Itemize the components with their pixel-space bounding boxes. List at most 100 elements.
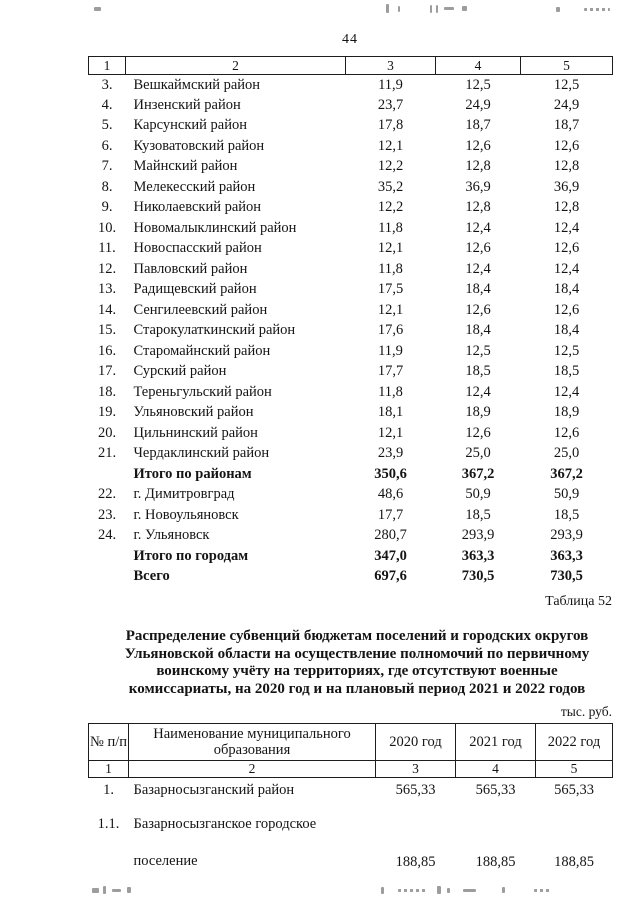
value-2021: 12,8 <box>465 158 491 175</box>
value-2020: 11,9 <box>378 342 403 359</box>
title-line: Ульяновской области на осуществление пол… <box>124 645 590 662</box>
value-2022: 18,5 <box>553 506 580 523</box>
value-2020: 11,8 <box>378 260 403 277</box>
scan-artifact <box>584 8 610 11</box>
row-name: Николаевский район <box>133 199 262 216</box>
value-2020: 17,8 <box>377 117 404 134</box>
value-2020: 347,0 <box>374 547 407 564</box>
col-header-name: Наименование муниципального образования <box>128 723 376 761</box>
table-row: 24. г. Ульяновск 280,7 293,9 293,9 <box>89 526 613 547</box>
value-2022: 50,9 <box>553 486 580 503</box>
value-2020: 17,7 <box>377 363 404 380</box>
table-row: 18. Тереньгульский район 11,8 12,4 12,4 <box>89 382 613 403</box>
table-row: 1. Базарносызганский район 565,33 565,33… <box>89 778 613 804</box>
scan-artifact <box>502 887 505 893</box>
value-2021: 12,6 <box>465 301 491 318</box>
page-content: 44 1 2 3 4 5 3. Вешкаймский район 11,9 1… <box>88 32 613 880</box>
scan-artifact <box>556 7 560 12</box>
title-line: воинскому учёту на территориях, где отсу… <box>156 663 558 679</box>
title-line: комиссариаты, на 2020 год и на плановый … <box>128 680 586 697</box>
value-2021: 293,9 <box>461 527 495 544</box>
row-name: Новомалыклинский район <box>133 219 297 236</box>
value-2022: 730,5 <box>550 568 583 585</box>
scan-artifact <box>92 888 99 893</box>
value-2021: 18,5 <box>465 363 491 380</box>
row-name: Старомайнский район <box>133 342 271 359</box>
column-number: 2 <box>125 56 346 75</box>
value-2021: 565,33 <box>475 782 516 799</box>
value-2022: 12,4 <box>553 383 580 400</box>
row-name: Павловский район <box>133 260 248 277</box>
table-row: 5. Карсунский район 17,8 18,7 18,7 <box>89 116 613 137</box>
subventions-settlements-table: № п/п Наименование муниципального образо… <box>88 723 613 880</box>
row-number: 9. <box>101 199 113 216</box>
column-number: 3 <box>375 760 456 778</box>
value-2021: 24,9 <box>465 96 491 113</box>
value-2021: 12,6 <box>465 137 491 154</box>
row-number: 10. <box>97 219 117 236</box>
column-number: 1 <box>88 56 126 75</box>
row-number: 5. <box>101 117 113 134</box>
value-2021: 50,9 <box>465 486 491 503</box>
scan-artifact <box>462 6 467 11</box>
value-2022: 25,0 <box>553 445 580 462</box>
value-2020: 565,33 <box>395 782 436 799</box>
row-number <box>89 464 126 485</box>
value-2021: 188,85 <box>475 853 516 870</box>
value-2020: 697,6 <box>374 568 407 585</box>
table-row: 22. г. Димитровград 48,6 50,9 50,9 <box>89 485 613 506</box>
row-number: 7. <box>101 158 113 175</box>
row-name: Инзенский район <box>133 96 241 113</box>
row-number: 21. <box>97 445 117 462</box>
row-number: 12. <box>97 260 117 277</box>
value-2021: 12,4 <box>465 260 491 277</box>
table-row: 21. Чердаклинский район 23,9 25,0 25,0 <box>89 444 613 465</box>
row-number: 14. <box>97 301 117 318</box>
scan-artifact <box>127 887 131 893</box>
table-row: 13. Радищевский район 17,5 18,4 18,4 <box>89 280 613 301</box>
row-number: 15. <box>97 322 117 339</box>
table2-header-row: № п/п Наименование муниципального образо… <box>88 723 613 761</box>
row-number: 17. <box>97 363 117 380</box>
scan-artifact <box>463 889 476 892</box>
value-2021: 12,6 <box>465 424 491 441</box>
value-2021: 12,5 <box>465 342 491 359</box>
value-2020: 35,2 <box>377 178 404 195</box>
column-number: 3 <box>345 56 436 75</box>
value-2020: 11,8 <box>378 383 403 400</box>
value-2022: 12,8 <box>553 158 580 175</box>
row-number: 3. <box>101 76 113 93</box>
row-name: Кузоватовский район <box>133 137 265 154</box>
value-2022: 24,9 <box>553 96 580 113</box>
table-row: 23. г. Новоульяновск 17,7 18,5 18,5 <box>89 505 613 526</box>
scan-artifact <box>386 4 389 13</box>
scan-artifact <box>398 6 400 12</box>
value-2021: 367,2 <box>461 465 495 482</box>
row-name: Сенгилеевский район <box>133 301 268 318</box>
row-name: Ульяновский район <box>133 404 254 421</box>
value-2021: 12,5 <box>465 76 491 93</box>
col-header-2021: 2021 год <box>455 723 536 761</box>
page-number: 44 <box>342 32 358 47</box>
value-2021: 12,4 <box>465 383 491 400</box>
column-number-row: 1 2 3 4 5 <box>88 56 613 75</box>
row-number: 8. <box>101 178 113 195</box>
col-header-num: № п/п <box>88 723 129 761</box>
table2-body: 1. Базарносызганский район 565,33 565,33… <box>89 778 613 880</box>
row-name: г. Ульяновск <box>133 527 210 544</box>
table-row: 8. Мелекесский район 35,2 36,9 36,9 <box>89 177 613 198</box>
column-number: 5 <box>535 760 613 778</box>
row-name: Итого по городам <box>133 547 249 564</box>
value-2022: 12,4 <box>553 219 580 236</box>
column-number: 4 <box>455 760 536 778</box>
value-2020: 12,1 <box>377 301 404 318</box>
table-row: 20. Цильнинский район 12,1 12,6 12,6 <box>89 423 613 444</box>
column-number: 2 <box>128 760 376 778</box>
value-2021: 25,0 <box>465 445 491 462</box>
value-2021: 18,5 <box>465 506 491 523</box>
value-2020: 23,9 <box>377 445 404 462</box>
value-2022: 12,5 <box>553 76 580 93</box>
table-row: 19. Ульяновский район 18,1 18,9 18,9 <box>89 403 613 424</box>
value-2022: 565,33 <box>554 782 594 799</box>
table-row: Итого по городам 347,0 363,3 363,3 <box>89 546 613 567</box>
